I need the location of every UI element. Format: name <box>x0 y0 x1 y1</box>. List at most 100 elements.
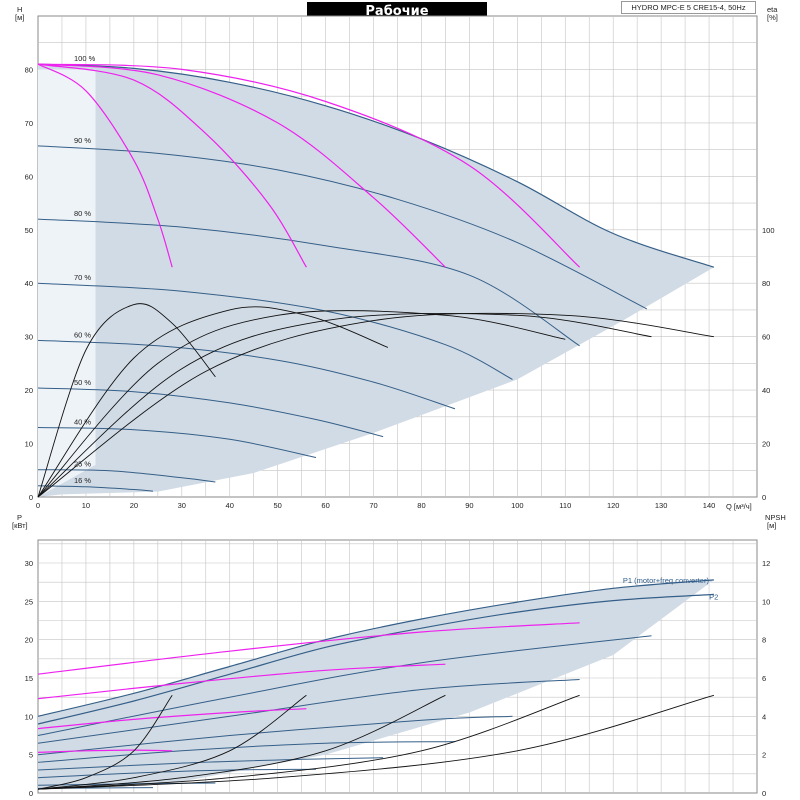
h-axis-name: H <box>17 5 23 14</box>
efficiency-curve <box>37 312 714 498</box>
npsh-tick-label: 12 <box>762 559 770 568</box>
p-tick-label: 10 <box>25 712 33 721</box>
speed-curve <box>37 339 456 410</box>
p2-series-label: P2 <box>709 592 718 601</box>
eta-axis-name: eta <box>767 5 778 14</box>
h-tick-label: 0 <box>29 493 33 502</box>
power-curve <box>37 757 384 771</box>
efficiency-curve <box>37 306 389 498</box>
speed-curve-label: 50 % <box>74 378 91 387</box>
power-limit-curve <box>37 663 446 700</box>
h-tick-label: 10 <box>25 440 33 449</box>
eta-tick-label: 100 <box>762 226 775 235</box>
npsh-axis-unit: [м] <box>767 521 777 530</box>
p1-series-label: P1 (motor+freq.converter) <box>623 576 710 585</box>
q-tick-label: 70 <box>369 501 377 510</box>
npsh-tick-label: 2 <box>762 751 766 760</box>
eta-tick-label: 0 <box>762 493 766 502</box>
q-tick-label: 120 <box>607 501 620 510</box>
q-tick-label: 90 <box>465 501 473 510</box>
npsh-curve <box>37 694 446 790</box>
speed-curve <box>37 218 580 347</box>
efficiency-curve <box>37 313 652 498</box>
npsh-tick-label: 10 <box>762 597 770 606</box>
h-tick-label: 80 <box>25 65 33 74</box>
power-limit-curve <box>37 749 173 753</box>
speed-curve <box>37 282 513 380</box>
q-tick-label: 30 <box>178 501 186 510</box>
p-tick-label: 5 <box>29 751 33 760</box>
power-limit-curve <box>37 622 580 675</box>
speed-curve-label: 70 % <box>74 273 91 282</box>
q-tick-label: 130 <box>655 501 668 510</box>
h-tick-label: 60 <box>25 172 33 181</box>
npsh-curve <box>37 694 715 790</box>
p-tick-label: 15 <box>25 674 33 683</box>
p-axis-name: P <box>17 513 23 522</box>
q-tick-label: 40 <box>226 501 234 510</box>
speed-curve-label: 80 % <box>74 209 91 218</box>
npsh-curve <box>37 694 307 790</box>
eta-tick-label: 80 <box>762 279 770 288</box>
npsh-axis-name: NPSH <box>765 513 786 522</box>
efficiency-curve <box>37 310 566 498</box>
speed-curve <box>37 469 216 483</box>
q-tick-label: 50 <box>273 501 281 510</box>
q-tick-label: 0 <box>36 501 40 510</box>
q-axis-label: Q [м³/ч] <box>726 502 752 511</box>
speed-curve <box>37 427 317 458</box>
power-curve <box>37 679 580 744</box>
q-tick-label: 100 <box>511 501 524 510</box>
p-axis-unit: [кВт] <box>12 521 28 530</box>
h-tick-label: 50 <box>25 226 33 235</box>
eta-tick-label: 40 <box>762 386 770 395</box>
model-label: HYDRO MPC-E 5 CRE15-4, 50Hz <box>621 1 756 14</box>
q-tick-label: 80 <box>417 501 425 510</box>
eta-tick-label: 20 <box>762 440 770 449</box>
h-tick-label: 70 <box>25 119 33 128</box>
eta-axis-unit: [%] <box>767 13 778 22</box>
power-curve <box>37 715 513 756</box>
power-limit-curve <box>37 708 307 730</box>
h-axis-unit: [м] <box>15 13 25 22</box>
npsh-tick-label: 4 <box>762 712 766 721</box>
npsh-tick-label: 8 <box>762 636 766 645</box>
speed-curve <box>37 63 715 268</box>
q-tick-label: 140 <box>703 501 716 510</box>
power-curve <box>37 768 317 779</box>
q-tick-label: 20 <box>130 501 138 510</box>
npsh-tick-label: 6 <box>762 674 766 683</box>
speed-curve-label: 100 % <box>74 54 96 63</box>
q-tick-label: 60 <box>321 501 329 510</box>
q-tick-label: 10 <box>82 501 90 510</box>
speed-curve-label: 16 % <box>74 476 91 485</box>
eta-tick-label: 60 <box>762 333 770 342</box>
pump-limit-curve <box>37 63 581 268</box>
p-tick-label: 25 <box>25 597 33 606</box>
operating-area-light <box>38 69 96 497</box>
npsh-tick-label: 0 <box>762 789 766 798</box>
power-curve <box>37 635 652 736</box>
pump-limit-curve <box>37 63 446 268</box>
speed-curve-label: 40 % <box>74 418 91 427</box>
pump-limit-curve <box>37 63 173 268</box>
speed-curve-label: 60 % <box>74 330 91 339</box>
power-curve <box>37 579 714 717</box>
speed-curve <box>37 387 384 438</box>
speed-curve <box>37 145 648 310</box>
h-tick-label: 40 <box>25 279 33 288</box>
p-tick-label: 0 <box>29 789 33 798</box>
speed-curve <box>37 485 154 492</box>
h-tick-label: 20 <box>25 386 33 395</box>
speed-curve-label: 25 % <box>74 460 91 469</box>
h-tick-label: 30 <box>25 333 33 342</box>
efficiency-curve <box>37 303 216 498</box>
p-tick-label: 30 <box>25 559 33 568</box>
p-tick-label: 20 <box>25 636 33 645</box>
q-tick-label: 110 <box>559 501 571 510</box>
pump-limit-curve <box>37 63 307 268</box>
npsh-curve <box>37 694 580 790</box>
operating-area <box>38 64 714 497</box>
npsh-curve <box>37 695 173 790</box>
